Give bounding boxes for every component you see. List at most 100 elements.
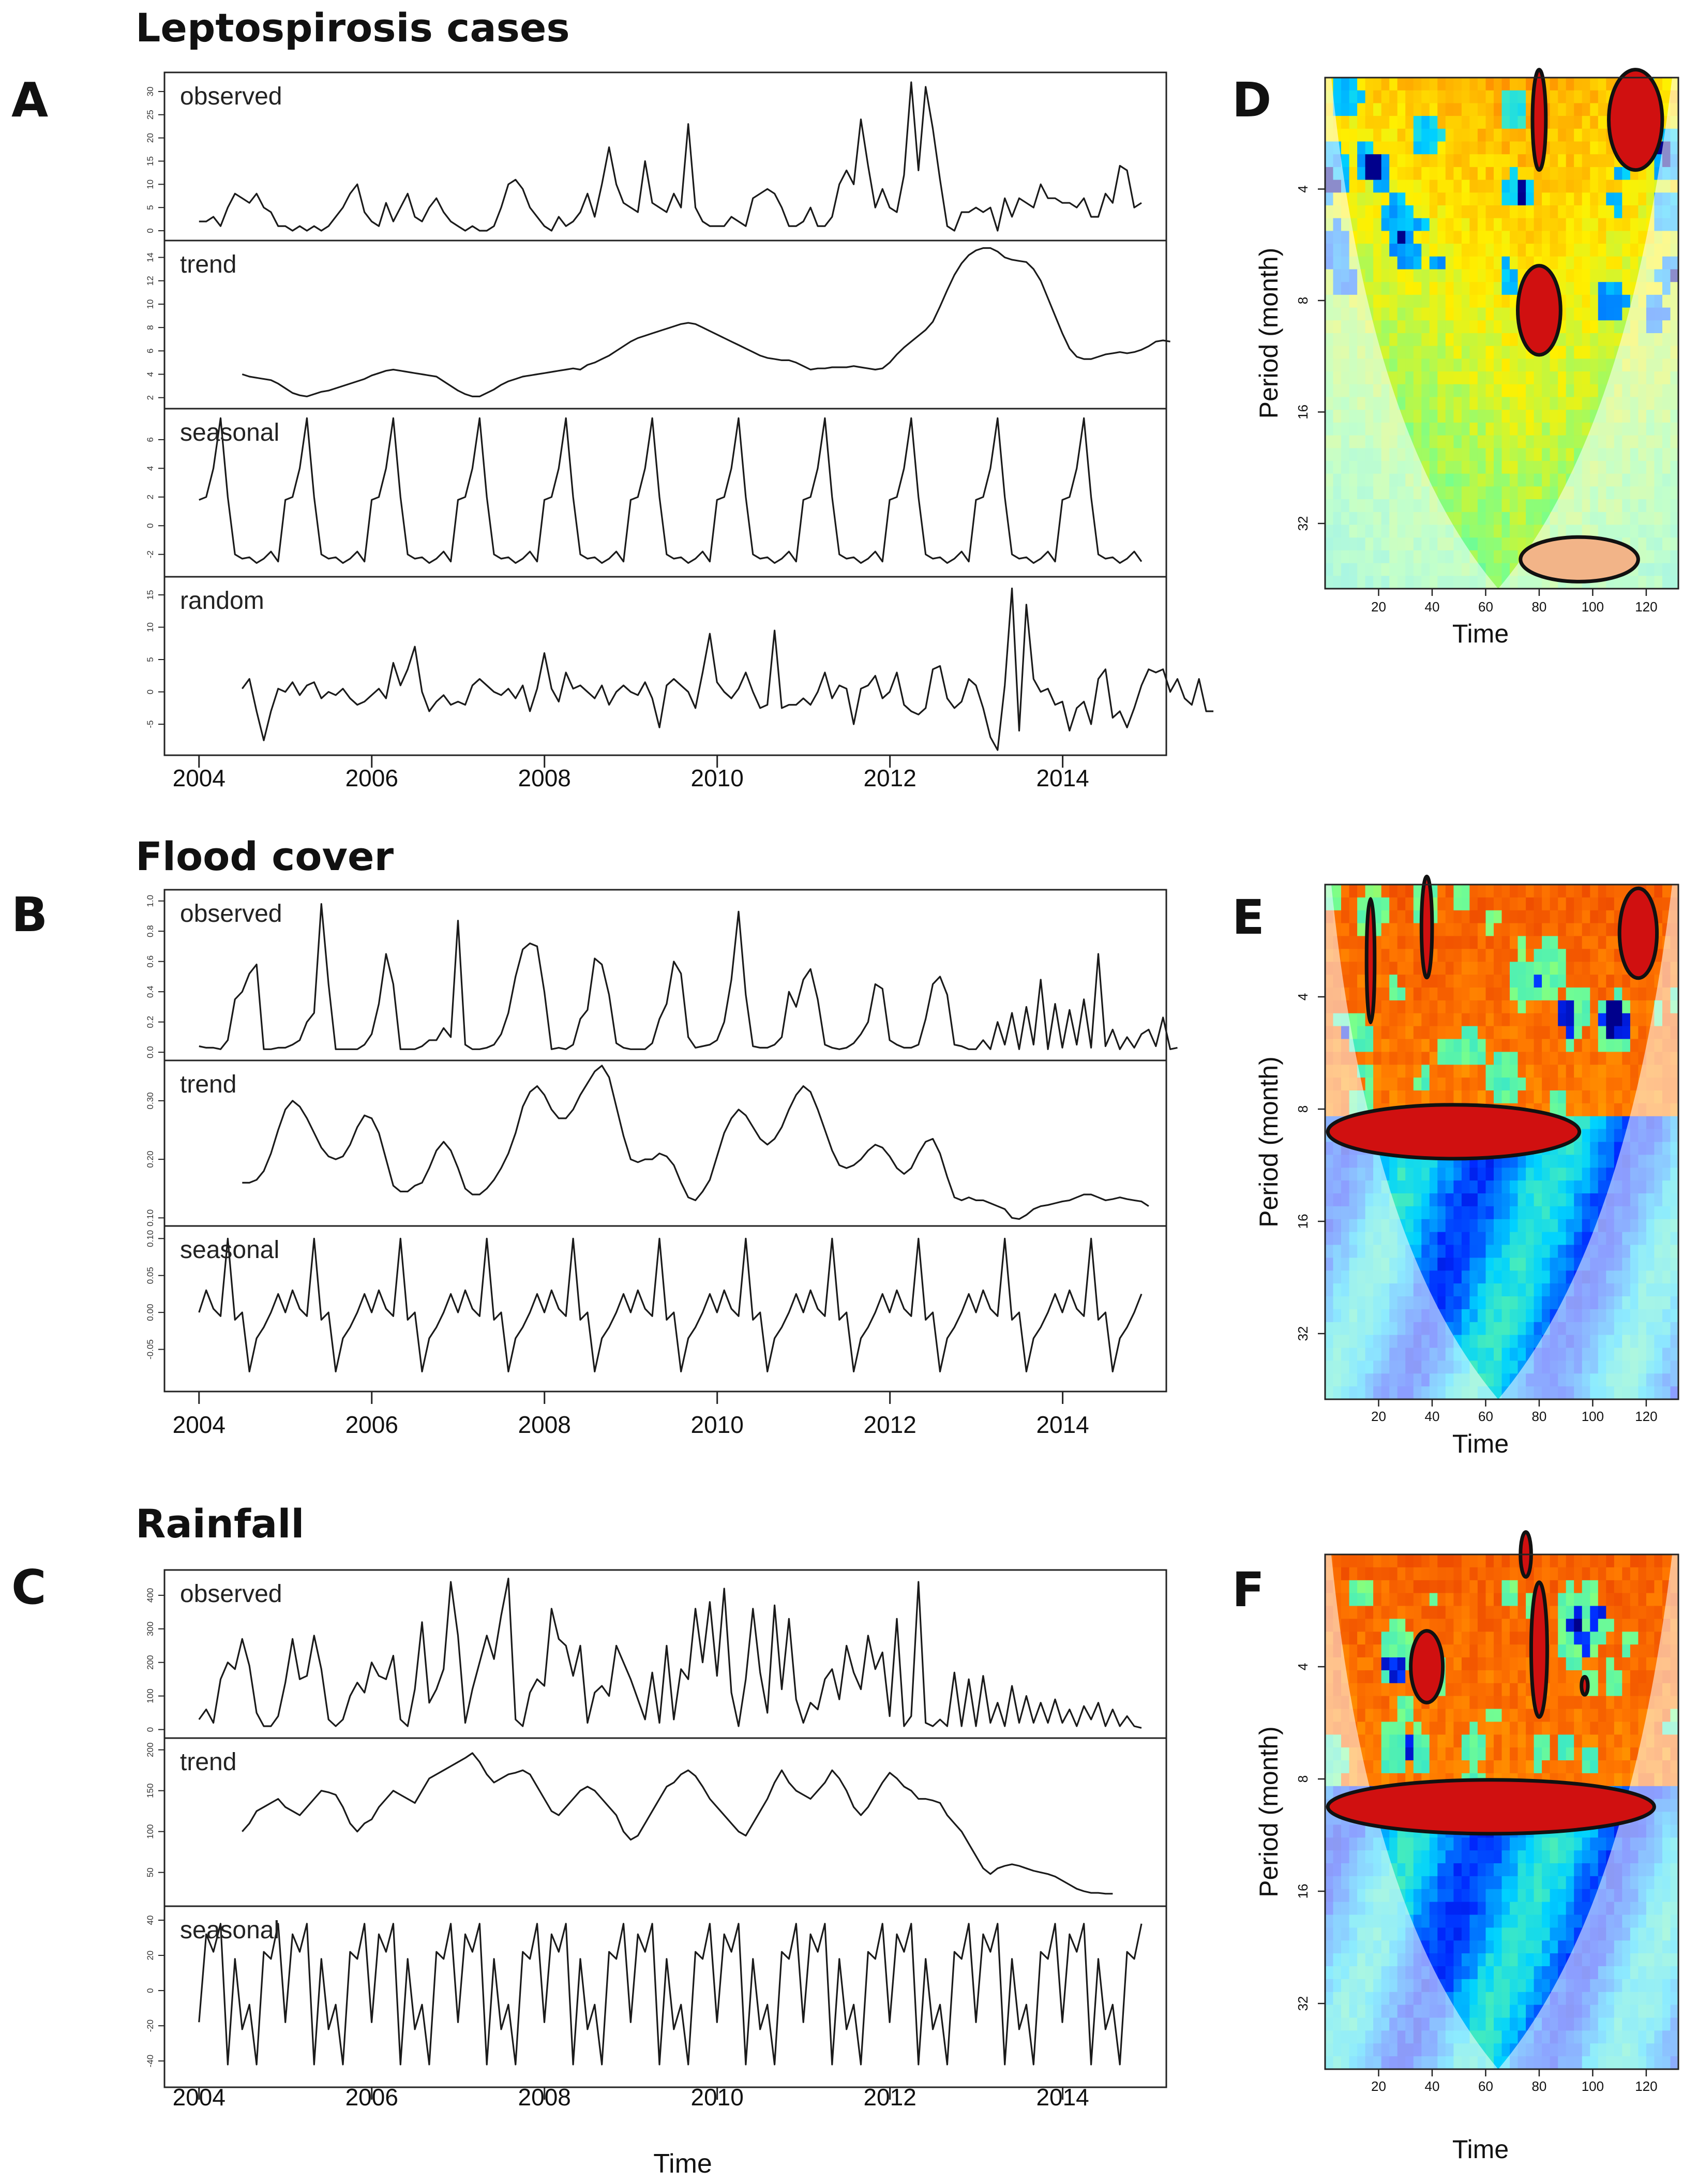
power-cell (1357, 167, 1366, 181)
power-cell (1477, 1245, 1486, 1258)
power-cell (1654, 1567, 1663, 1581)
power-cell (1606, 1000, 1615, 1014)
power-cell (1494, 1760, 1502, 1774)
power-cell (1501, 1052, 1510, 1065)
power-cell (1598, 256, 1606, 270)
power-cell (1590, 1863, 1599, 1877)
x-tick-label: 120 (1635, 1409, 1657, 1424)
power-cell (1510, 512, 1519, 526)
power-cell (1542, 1258, 1551, 1271)
series-line-seasonal (198, 1237, 1143, 1372)
power-cell (1606, 1103, 1615, 1117)
power-cell (1461, 1644, 1470, 1658)
subplot-frame (163, 408, 1167, 578)
power-cell (1445, 320, 1454, 334)
power-cell (1574, 1026, 1583, 1040)
power-cell (1469, 269, 1478, 282)
power-cell (1453, 1206, 1462, 1220)
power-cell (1550, 1155, 1558, 1168)
power-cell (1526, 358, 1535, 372)
power-cell (1510, 1760, 1519, 1774)
power-cell (1646, 988, 1655, 1001)
power-cell (1510, 1619, 1519, 1632)
power-cell (1582, 988, 1590, 1001)
power-cell (1437, 1065, 1446, 1078)
power-cell (1510, 1335, 1519, 1349)
power-cell (1349, 1644, 1358, 1658)
power-cell (1453, 1283, 1462, 1297)
power-cell (1598, 1606, 1606, 1619)
power-cell (1389, 371, 1398, 385)
power-cell (1638, 1580, 1647, 1594)
power-cell (1638, 205, 1647, 219)
power-cell (1437, 333, 1446, 347)
power-cell (1461, 1709, 1470, 1722)
power-cell (1373, 154, 1382, 168)
power-cell (1662, 1554, 1671, 1568)
power-cell (1550, 231, 1558, 244)
power-cell (1373, 282, 1382, 295)
power-cell (1381, 1734, 1390, 1748)
power-cell (1469, 1283, 1478, 1297)
power-cell (1429, 1889, 1438, 1903)
power-cell (1622, 1632, 1631, 1645)
power-cell (1550, 1850, 1558, 1864)
power-cell (1445, 1760, 1454, 1774)
x-axis-title: Time (653, 2149, 712, 2179)
power-cell (1389, 179, 1398, 193)
x-tick-label: 20 (1371, 1409, 1386, 1424)
power-cell (1461, 1283, 1470, 1297)
power-cell (1517, 1593, 1526, 1607)
power-cell (1389, 1606, 1398, 1619)
power-cell (1421, 244, 1430, 257)
power-cell (1429, 333, 1438, 347)
power-cell (1606, 192, 1615, 206)
x-tick-label: 2008 (518, 2084, 571, 2111)
power-cell (1566, 1245, 1574, 1258)
power-cell (1510, 486, 1519, 500)
power-cell (1654, 1580, 1663, 1594)
power-cell (1477, 1747, 1486, 1761)
power-cell (1510, 231, 1519, 244)
power-cell (1405, 1580, 1414, 1594)
power-cell (1405, 1709, 1414, 1722)
power-cell (1469, 1052, 1478, 1065)
power-cell (1574, 294, 1583, 308)
power-cell (1606, 1052, 1615, 1065)
power-cell (1501, 141, 1510, 155)
power-cell (1461, 910, 1470, 924)
power-cell (1461, 1335, 1470, 1349)
power-cell (1510, 885, 1519, 898)
power-cell (1574, 179, 1583, 193)
power-cell (1405, 128, 1414, 142)
power-cell (1510, 1902, 1519, 1916)
power-cell (1381, 141, 1390, 155)
power-cell (1542, 1000, 1551, 1014)
power-cell (1510, 897, 1519, 911)
y-tick-label: 4 (145, 466, 155, 471)
power-cell (1429, 1078, 1438, 1091)
power-cell (1349, 205, 1358, 219)
power-cell (1389, 1052, 1398, 1065)
power-cell (1461, 975, 1470, 988)
power-cell (1397, 282, 1406, 295)
power-cell (1461, 962, 1470, 975)
power-cell (1582, 897, 1590, 911)
power-cell (1437, 1722, 1446, 1735)
power-cell (1534, 1013, 1542, 1027)
power-cell (1405, 1593, 1414, 1607)
power-cell (1598, 1644, 1606, 1658)
y-tick-label: 15 (145, 156, 155, 166)
power-cell (1582, 1657, 1590, 1671)
power-cell (1566, 1052, 1574, 1065)
power-cell (1501, 1837, 1510, 1851)
power-cell (1397, 1580, 1406, 1594)
power-cell (1662, 885, 1671, 898)
power-cell (1614, 975, 1622, 988)
power-cell (1437, 962, 1446, 975)
power-cell (1485, 1889, 1494, 1903)
power-cell (1389, 988, 1398, 1001)
power-cell (1405, 962, 1414, 975)
power-cell (1622, 1722, 1631, 1735)
power-cell (1606, 1696, 1615, 1710)
